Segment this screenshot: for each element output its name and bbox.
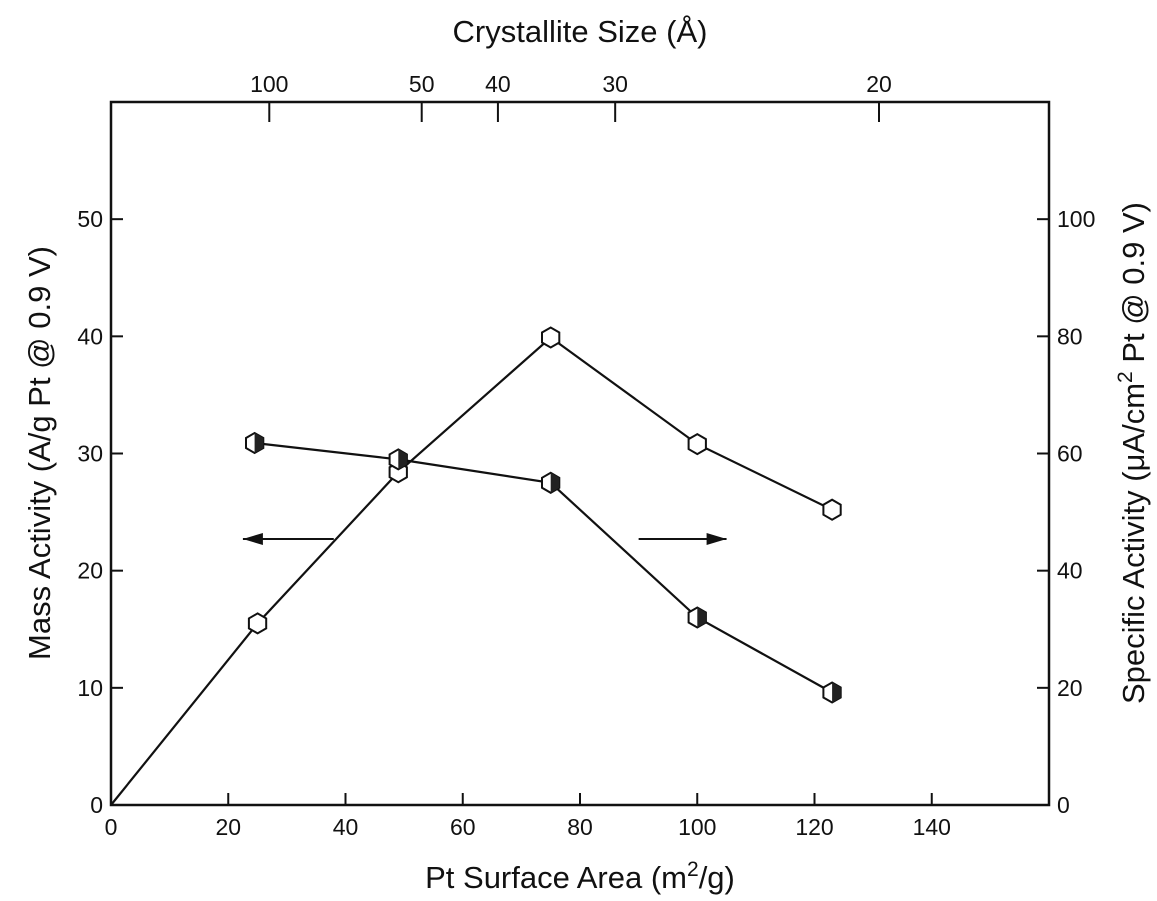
data-point <box>822 681 842 704</box>
arrow-head-right <box>706 533 727 545</box>
y-right-tick-label: 40 <box>1057 558 1083 584</box>
data-point <box>247 612 268 635</box>
hexagon-marker <box>687 432 707 456</box>
data-point <box>388 448 408 471</box>
hexagon-fill-half <box>254 433 264 453</box>
top-axis-title: Crystallite Size (Å) <box>453 14 708 49</box>
x-tick-label: 20 <box>215 814 241 840</box>
x-tick-label: 40 <box>333 814 359 840</box>
y-left-tick-label: 10 <box>77 675 103 701</box>
y-right-axis-title: Specific Activity (μA/cm2 Pt @ 0.9 V) <box>1114 202 1151 704</box>
y-left-tick-label: 30 <box>77 441 103 467</box>
hexagon-fill-half <box>832 682 841 703</box>
arrow-layer <box>242 533 727 545</box>
x-tick-label: 140 <box>913 814 951 840</box>
x-tick-label: 0 <box>105 814 118 840</box>
top-tick-label: 30 <box>602 71 628 97</box>
x-tick-label: 60 <box>450 814 476 840</box>
y-left-tick-label: 50 <box>77 206 103 232</box>
top-tick-label: 20 <box>866 71 892 97</box>
data-point <box>245 431 265 455</box>
y-left-tick-label: 40 <box>77 323 103 349</box>
x-tick-label: 100 <box>678 814 716 840</box>
data-point <box>687 432 707 456</box>
y-left-tick-label: 20 <box>77 558 103 584</box>
y-right-tick-label: 100 <box>1057 206 1095 232</box>
hexagon-marker <box>541 326 561 349</box>
hexagon-fill-half <box>697 607 706 628</box>
y-right-tick-label: 20 <box>1057 675 1083 701</box>
top-tick-label: 50 <box>409 71 435 97</box>
hexagon-fill-half <box>398 449 407 470</box>
data-point <box>822 498 842 521</box>
hexagon-fill-half <box>550 472 560 493</box>
data-point <box>687 606 707 629</box>
hexagon-marker <box>822 498 842 521</box>
y-left-axis-title: Mass Activity (A/g Pt @ 0.9 V) <box>22 246 57 660</box>
top-tick-label: 100 <box>250 71 288 97</box>
hexagon-marker <box>247 612 268 635</box>
x-tick-label: 120 <box>795 814 833 840</box>
data-point <box>541 471 561 494</box>
arrow-head-left <box>242 533 263 545</box>
x-tick-label: 80 <box>567 814 593 840</box>
y-right-tick-label: 60 <box>1057 441 1083 467</box>
y-right-tick-label: 80 <box>1057 323 1083 349</box>
x-axis-title: Pt Surface Area (m2/g) <box>425 858 735 895</box>
series-line-left <box>110 336 833 806</box>
y-left-tick-label: 0 <box>90 792 103 818</box>
series-layer <box>110 326 842 806</box>
y-right-tick-label: 0 <box>1057 792 1070 818</box>
data-point <box>541 326 561 349</box>
tick-layer: 0 20 40 60 80 100 120 140 0 10 20 30 40 50 0 20 40 60 80 10… <box>77 71 1095 840</box>
plot-frame <box>109 100 1051 807</box>
top-tick-label: 40 <box>485 71 511 97</box>
